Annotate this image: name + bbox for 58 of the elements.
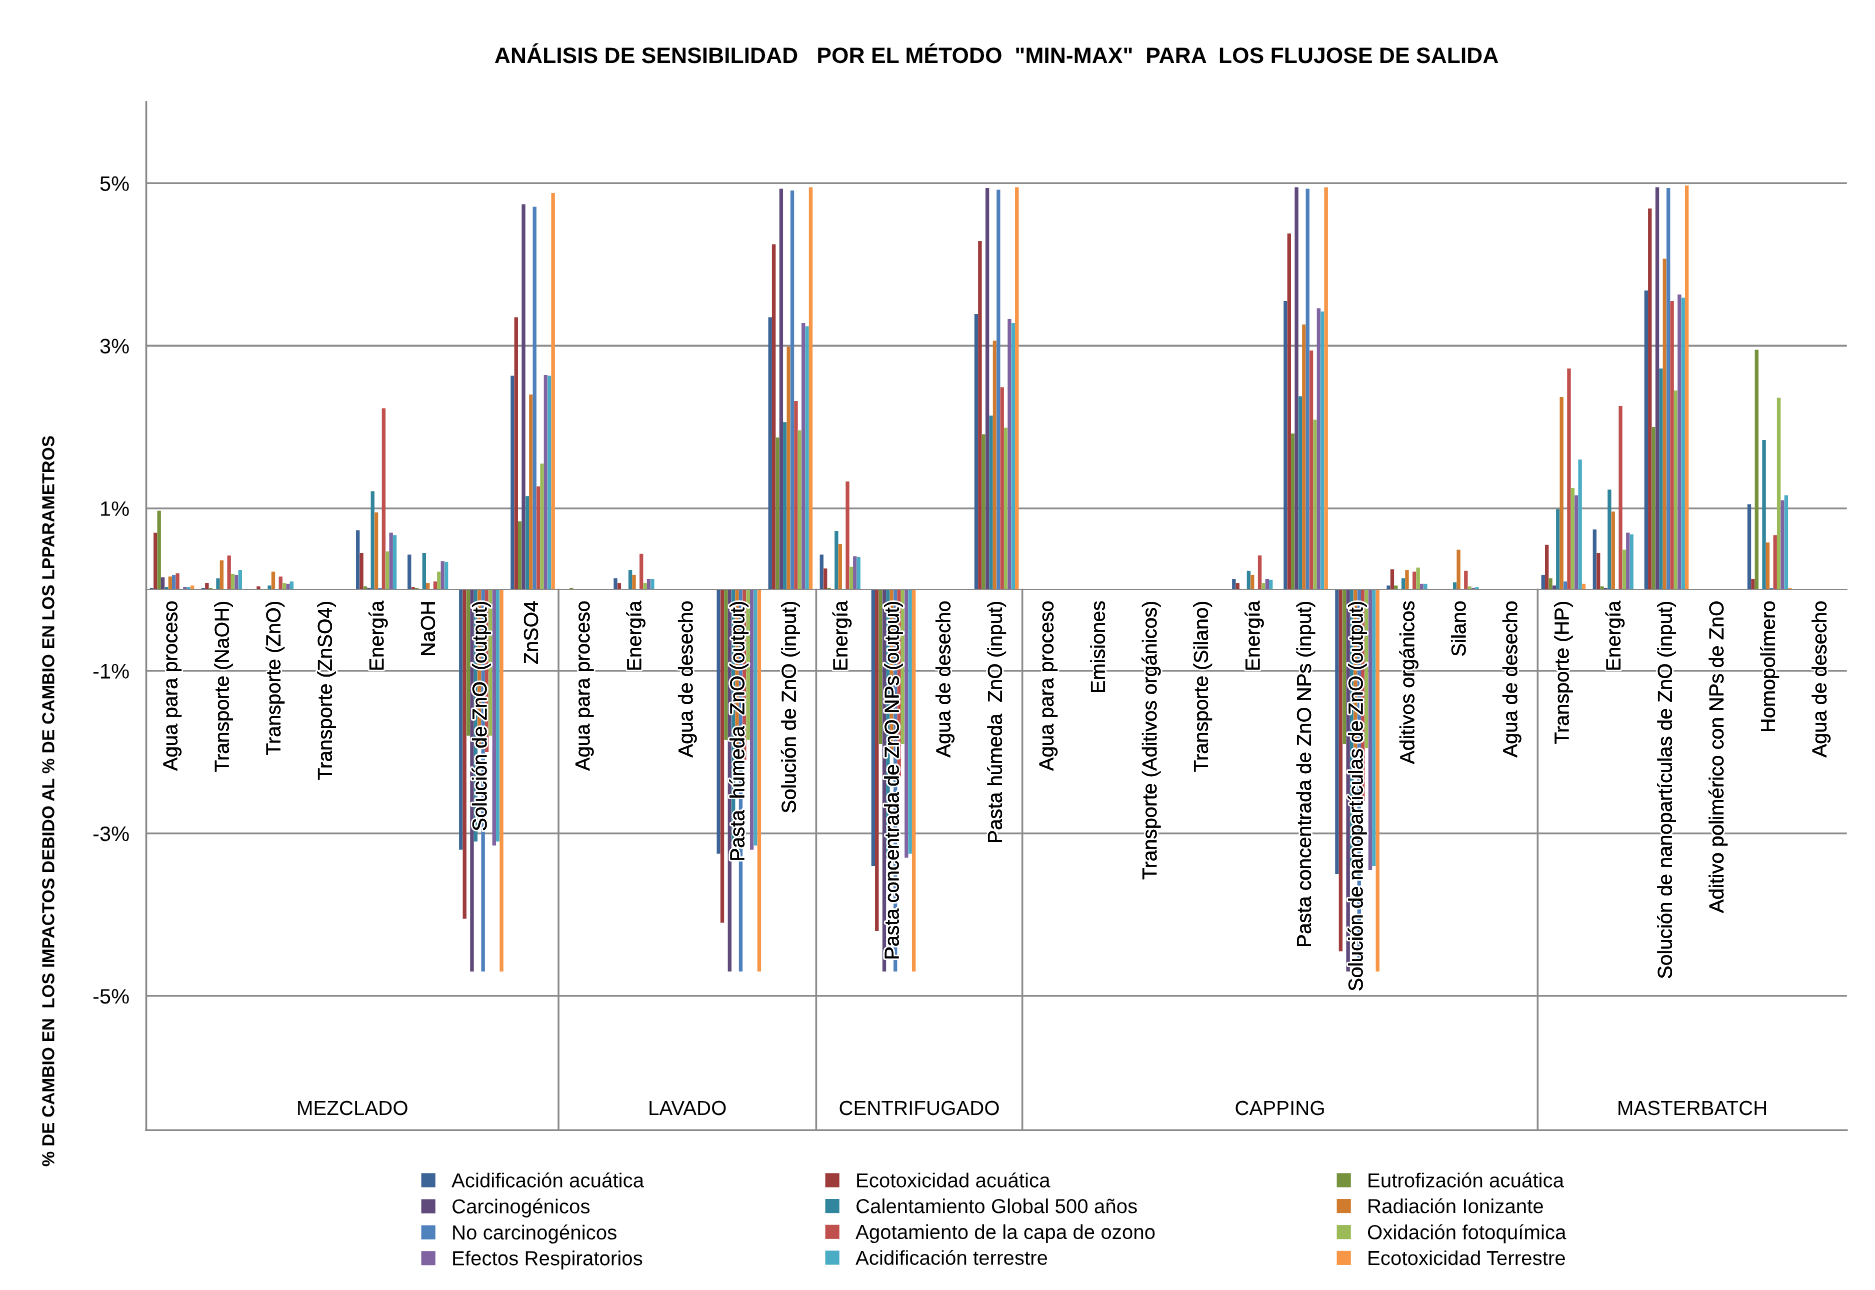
x-tick-label: Transporte (HP) [1554,601,1573,744]
legend-label: Ecotoxicidad acuática [857,1172,1051,1188]
x-tick-label: Energía [832,600,852,670]
chart-title: ANÁLISIS DE SENSIBILIDAD POR EL MÉTODO "MIN-MAX" PARA LOS FLUJOSE DE SALIDA [494,43,1499,64]
x-tick-label: Solución de ZnO (input) [780,601,800,813]
x-tick-label: Energía [626,600,646,670]
x-tick-label: Silano [1450,601,1466,656]
x-tick-label: Homopolímero [1760,601,1780,732]
legend-label: Efectos Respiratorios [453,1250,643,1270]
x-tick-label: Transporte (ZnO) [265,601,285,755]
legend-label: Ecotoxicidad Terrestre [1368,1250,1565,1266]
x-tick-label: Agua para proceso [163,601,182,771]
legend-label: Carcinogénicos [452,1198,590,1218]
y-tick-label: 1% [101,501,129,516]
annotation: MASTERBATCH [1618,1100,1766,1116]
y-tick-label: -3% [93,826,129,842]
annotation: CAPPING [1235,1100,1324,1116]
x-tick-label: Agua para proceso [575,601,594,771]
annotation: CENTRIFUGADO [839,1100,999,1116]
x-tick-label: Solución de nanopartículas de ZnO (input) [1657,601,1677,979]
x-tick-label: Agua de desecho [1811,601,1831,758]
x-tick-label: Agua de desecho [677,601,697,758]
x-tick-label: Energía [1244,600,1264,670]
x-tick-label: Transporte (NaOH) [214,601,233,772]
x-tick-label: Aditivo polimérico con NPs de ZnO [1708,601,1728,913]
x-tick-label: Emisiones [1090,601,1106,692]
y-tick-label: 3% [100,338,129,354]
legend-label: Oxidación fotoquímica [1367,1224,1567,1244]
legend-label: No carcinogénicos [453,1224,617,1244]
x-tick-label: Pasta húmeda ZnO (output) [729,601,749,860]
x-tick-label: Pasta concentrada de ZnO NPs (output) [884,601,903,959]
x-tick-label: Agua de desecho [935,601,955,758]
x-tick-label: Aditivos orgánicos [1399,601,1419,765]
legend-label: Radiación Ionizante [1368,1198,1543,1214]
legend-label: Acidificación acuática [451,1172,645,1188]
x-tick-label: Pasta húmeda ZnO (input) [987,601,1007,842]
x-tick-label: Transporte (ZnSO4) [317,601,337,780]
annotation: MEZCLADO [298,1100,408,1116]
x-tick-label: Transporte (Silano) [1193,601,1213,772]
annotation: LAVADO [649,1100,726,1116]
x-tick-label: Solución de ZnO (output) [471,601,491,831]
x-tick-label: Energía [1605,600,1625,670]
legend-label: Agotamiento de la capa de ozono [855,1224,1155,1244]
legend-label: Calentamiento Global 500 años [856,1198,1137,1214]
y-tick-label: -5% [93,989,129,1004]
y-axis-title: % DE CAMBIO EN LOS IMPACTOS DEBIDO AL % DE CAMBIO EN LOS LPPARAMETROS [42,436,55,1167]
x-tick-label: Transporte (Aditivos orgánicos) [1141,601,1161,880]
legend-label: Acidificación terrestre [855,1249,1048,1265]
legend-label: Eutrofización acuática [1368,1172,1564,1188]
x-tick-label: Agua para proceso [1039,601,1058,771]
x-tick-label: NaOH [420,602,436,655]
x-tick-label: Energía [368,600,388,670]
y-tick-label: 5% [100,176,129,191]
x-tick-label: Agua de desecho [1502,601,1522,758]
y-tick-label: -1% [93,663,129,679]
x-tick-label: Solución de nanopartículas de ZnO (output) [1347,601,1367,991]
x-tick-label: Pasta concentrada de ZnO NPs (input) [1296,601,1316,947]
x-tick-label: ZnSO4 [523,601,539,664]
